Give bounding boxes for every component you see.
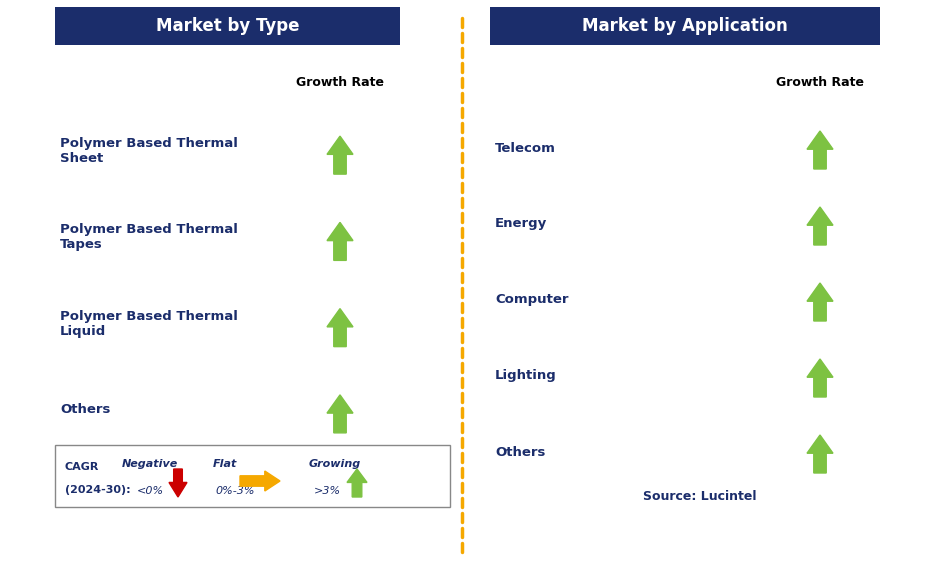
Text: Market by Application: Market by Application — [581, 17, 787, 35]
Text: Growth Rate: Growth Rate — [775, 76, 863, 89]
Text: (2024-30):: (2024-30): — [65, 484, 130, 495]
Text: Others: Others — [60, 403, 110, 416]
Polygon shape — [327, 223, 353, 260]
Polygon shape — [806, 283, 832, 321]
Text: Polymer Based Thermal
Liquid: Polymer Based Thermal Liquid — [60, 309, 238, 337]
Text: Energy: Energy — [494, 217, 547, 231]
Polygon shape — [327, 309, 353, 347]
Text: CAGR: CAGR — [65, 462, 99, 472]
Text: Market by Type: Market by Type — [155, 17, 299, 35]
Polygon shape — [806, 435, 832, 473]
Polygon shape — [346, 469, 367, 497]
Text: Polymer Based Thermal
Sheet: Polymer Based Thermal Sheet — [60, 137, 238, 165]
Polygon shape — [327, 136, 353, 174]
Text: Polymer Based Thermal
Tapes: Polymer Based Thermal Tapes — [60, 224, 238, 251]
Polygon shape — [240, 471, 280, 491]
Text: Flat: Flat — [212, 459, 237, 468]
Text: >3%: >3% — [314, 487, 340, 496]
Polygon shape — [806, 359, 832, 397]
Text: Negative: Negative — [122, 459, 178, 468]
Text: Telecom: Telecom — [494, 141, 555, 154]
FancyBboxPatch shape — [490, 7, 879, 45]
Polygon shape — [806, 131, 832, 169]
Polygon shape — [168, 469, 187, 497]
FancyBboxPatch shape — [55, 7, 400, 45]
Text: Computer: Computer — [494, 293, 568, 307]
Text: Others: Others — [494, 446, 545, 459]
Text: Lighting: Lighting — [494, 370, 556, 383]
Text: Growth Rate: Growth Rate — [296, 76, 384, 89]
FancyBboxPatch shape — [55, 445, 449, 507]
Polygon shape — [806, 207, 832, 245]
Text: 0%-3%: 0%-3% — [215, 487, 255, 496]
Polygon shape — [327, 395, 353, 433]
Text: <0%: <0% — [137, 487, 164, 496]
Text: Source: Lucintel: Source: Lucintel — [642, 491, 756, 503]
Text: Growing: Growing — [309, 459, 360, 468]
